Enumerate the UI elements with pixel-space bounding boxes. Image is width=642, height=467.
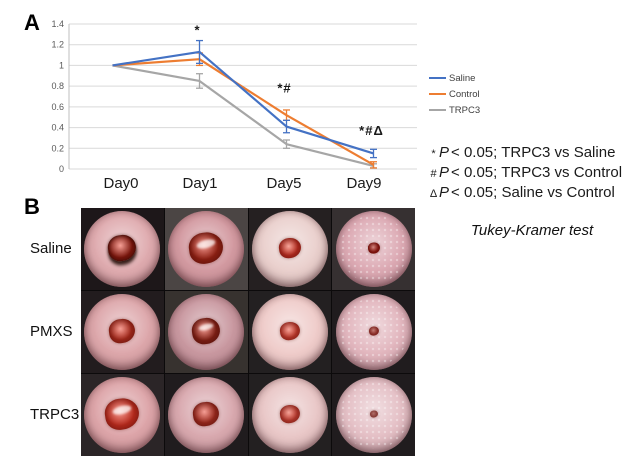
tissue-disc	[335, 211, 412, 287]
legend-swatch	[429, 108, 446, 112]
legend-label: Control	[449, 88, 480, 100]
legend-swatch	[429, 92, 446, 96]
day-label-day9: Day9	[346, 175, 382, 192]
y-tick-label: 0	[59, 164, 64, 174]
panel-a-label: A	[24, 10, 40, 35]
legend-item-control: Control	[429, 86, 480, 102]
tissue-disc	[168, 377, 245, 453]
day-label-day5: Day5	[266, 175, 302, 192]
photo-pmxs-day5	[248, 291, 332, 373]
stat-line: * P < 0.05; TRPC3 vs Saline	[428, 143, 642, 163]
stat-p-symbol: P	[439, 184, 450, 201]
legend-item-trpc3: TRPC3	[429, 102, 480, 118]
tissue-disc	[168, 294, 245, 370]
photo-saline-day5	[248, 208, 332, 290]
significance-key: * P < 0.05; TRPC3 vs Saline # P < 0.05; TRPC3…	[428, 143, 642, 203]
wound-photo-grid	[81, 208, 415, 456]
stat-marker: Δ	[429, 188, 438, 200]
photo-trpc3-day1	[164, 374, 248, 456]
photo-trpc3-day9	[332, 374, 415, 456]
y-tick-label: 0.6	[51, 102, 64, 112]
legend-item-saline: Saline	[429, 70, 480, 86]
row-label-pmxs: PMXS	[30, 323, 73, 340]
tissue-disc	[335, 377, 412, 453]
significance-annotation: *#	[277, 80, 291, 95]
tissue-disc	[251, 294, 328, 370]
photo-pmxs-day0	[81, 291, 164, 373]
photo-saline-day0	[81, 208, 164, 290]
stat-text: < 0.05; TRPC3 vs Control	[451, 164, 623, 181]
stat-line: # P < 0.05; TRPC3 vs Control	[428, 163, 642, 183]
legend-swatch	[429, 76, 446, 80]
y-tick-label: 1	[59, 60, 64, 70]
y-tick-label: 1.4	[51, 19, 64, 29]
significance-annotation: *#Δ	[359, 123, 384, 138]
wound-area-line-chart: 0 0.2 0.4 0.6 0.8 1 1.2 1.4 * *# *#Δ	[51, 19, 417, 174]
tissue-disc	[84, 211, 161, 287]
photo-saline-day1	[164, 208, 248, 290]
stat-marker: *	[431, 148, 436, 160]
legend-label: Saline	[449, 72, 476, 84]
day-label-day1: Day1	[182, 175, 218, 192]
y-tick-label: 0.4	[51, 123, 64, 133]
y-tick-label: 0.2	[51, 143, 64, 153]
tissue-disc	[335, 294, 412, 370]
y-tick-label: 1.2	[51, 40, 64, 50]
stat-p-symbol: P	[439, 144, 450, 161]
day-labels-row: Day0 Day1 Day5 Day9	[0, 175, 642, 195]
photo-trpc3-day0	[81, 374, 164, 456]
day-label-day0: Day0	[103, 175, 139, 192]
statistical-test-name: Tukey-Kramer test	[470, 222, 594, 239]
stat-text: < 0.05; TRPC3 vs Saline	[451, 144, 616, 161]
legend-label: TRPC3	[449, 104, 481, 116]
tissue-disc	[84, 377, 161, 453]
series-line-saline	[112, 50, 374, 155]
stat-line: Δ P < 0.05; Saline vs Control	[428, 183, 642, 203]
stat-marker: #	[430, 168, 437, 180]
y-tick-label: 0.8	[51, 81, 64, 91]
photo-pmxs-day1	[164, 291, 248, 373]
significance-annotation: *	[194, 22, 200, 37]
row-label-saline: Saline	[30, 240, 72, 257]
stat-p-symbol: P	[439, 164, 450, 181]
photo-saline-day9	[332, 208, 415, 290]
tissue-disc	[251, 377, 328, 453]
tissue-disc	[168, 211, 245, 287]
photo-trpc3-day5	[248, 374, 332, 456]
tissue-disc	[251, 211, 328, 287]
stat-text: < 0.05; Saline vs Control	[451, 184, 615, 201]
photo-pmxs-day9	[332, 291, 415, 373]
row-label-trpc3: TRPC3	[30, 406, 80, 423]
series-line-trpc3	[112, 64, 374, 167]
tissue-disc	[84, 294, 161, 370]
chart-legend: Saline Control TRPC3	[429, 70, 480, 118]
panel-b-label: B	[24, 194, 40, 219]
